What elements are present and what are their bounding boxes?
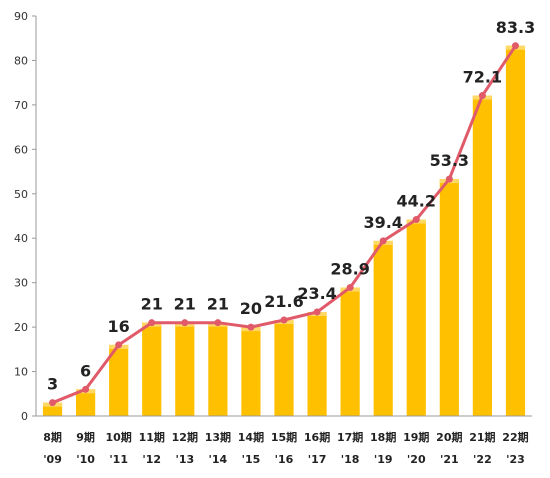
line-point: [148, 319, 156, 327]
x-tick-label-period: 20期: [436, 430, 462, 444]
line-point: [379, 237, 387, 245]
bar: [208, 322, 228, 416]
x-tick-label-year: '12: [142, 453, 161, 466]
data-labels: 3 6 16 21 21 21 20 21.623.4 28.9 39.4 44.2 53.3 72.1…: [47, 18, 535, 394]
data-label: 20: [240, 299, 262, 318]
x-tick-label-period: 12期: [172, 430, 198, 444]
line-point: [82, 385, 90, 393]
data-label: 83.3: [496, 18, 535, 37]
data-label: 72.1: [463, 68, 502, 87]
data-label: 21.6: [264, 292, 303, 311]
x-tick-label-period: 15期: [271, 430, 297, 444]
y-tick-label: 70: [14, 99, 28, 112]
bar: [373, 240, 393, 416]
x-tick-label-year: '13: [175, 453, 194, 466]
y-tick-label: 40: [14, 232, 28, 245]
data-label: 44.2: [397, 192, 436, 211]
bar: [109, 344, 129, 416]
data-label: 23.4: [297, 284, 336, 303]
data-label: 6: [80, 361, 91, 380]
data-label: 53.3: [430, 151, 469, 170]
line-point: [49, 399, 57, 407]
bar: [241, 327, 261, 416]
bar: [472, 95, 492, 417]
line-point: [346, 284, 354, 292]
x-tick-label-period: 18期: [370, 430, 396, 444]
data-label: 28.9: [330, 260, 369, 279]
x-tick-label-year: '09: [43, 453, 62, 466]
x-tick-label-period: 14期: [238, 430, 264, 444]
bar: [274, 320, 294, 416]
bar: [505, 45, 526, 417]
line-point: [412, 216, 420, 224]
x-tick-label-year: '20: [407, 453, 426, 466]
y-axis: 0 10 20 30 40 50 60 70 80 90: [14, 10, 37, 423]
x-tick-label-year: '23: [506, 453, 525, 466]
x-tick-label-year: '21: [440, 453, 459, 466]
bar: [142, 322, 162, 416]
line-point: [313, 308, 321, 316]
line-series: [49, 42, 519, 407]
bar: [406, 219, 426, 416]
data-label: 16: [108, 317, 130, 336]
data-label: 21: [141, 295, 163, 314]
line-point: [115, 341, 123, 349]
x-tick-label-year: '22: [473, 453, 492, 466]
x-tick-label-period: 8期: [43, 430, 62, 444]
x-tick-label-period: 13期: [205, 430, 231, 444]
line-point: [247, 323, 255, 331]
y-tick-label: 80: [14, 54, 28, 67]
y-tick-label: 0: [21, 410, 28, 423]
x-tick-label-period: 19期: [403, 430, 429, 444]
line-point: [478, 92, 486, 100]
x-tick-label-year: '15: [242, 453, 261, 466]
x-tick-label-year: '14: [209, 453, 228, 466]
data-label: 39.4: [363, 213, 402, 232]
bar: [76, 389, 96, 416]
y-tick-label: 60: [14, 143, 28, 156]
y-tick-label: 90: [14, 10, 28, 23]
x-tick-label-period: 16期: [304, 430, 330, 444]
x-tick-label-period: 17期: [337, 430, 363, 444]
y-tick-label: 30: [14, 277, 28, 290]
line-point: [214, 319, 222, 327]
x-tick-label-year: '18: [341, 453, 360, 466]
line-point: [280, 316, 288, 324]
y-tick-label: 20: [14, 321, 28, 334]
x-tick-label-period: 21期: [469, 430, 495, 444]
line-point: [511, 42, 519, 50]
line-point: [445, 175, 453, 183]
y-tick-label: 10: [14, 366, 28, 379]
line-point: [181, 319, 189, 327]
x-tick-label-period: 11期: [139, 430, 165, 444]
bar: [340, 287, 360, 416]
x-tick-label-period: 22期: [502, 430, 528, 444]
x-tick-label-year: '17: [308, 453, 327, 466]
x-tick-label-year: '10: [76, 453, 95, 466]
bar-series: [42, 45, 526, 417]
data-label: 3: [47, 375, 58, 394]
bar: [439, 179, 459, 416]
x-tick-label-period: 9期: [76, 430, 95, 444]
data-label: 21: [207, 295, 229, 314]
bar: [175, 322, 195, 416]
x-tick-label-year: '16: [275, 453, 294, 466]
x-tick-label-year: '11: [109, 453, 128, 466]
x-tick-label-year: '19: [374, 453, 393, 466]
x-axis: 8期 '09 9期 '10 10期 '11 11期 '12 12期 '13 13期 '14 14期 '15…: [36, 415, 532, 466]
y-tick-label: 50: [14, 188, 28, 201]
data-label: 21: [174, 295, 196, 314]
bar: [307, 312, 327, 416]
x-tick-label-period: 10期: [106, 430, 132, 444]
